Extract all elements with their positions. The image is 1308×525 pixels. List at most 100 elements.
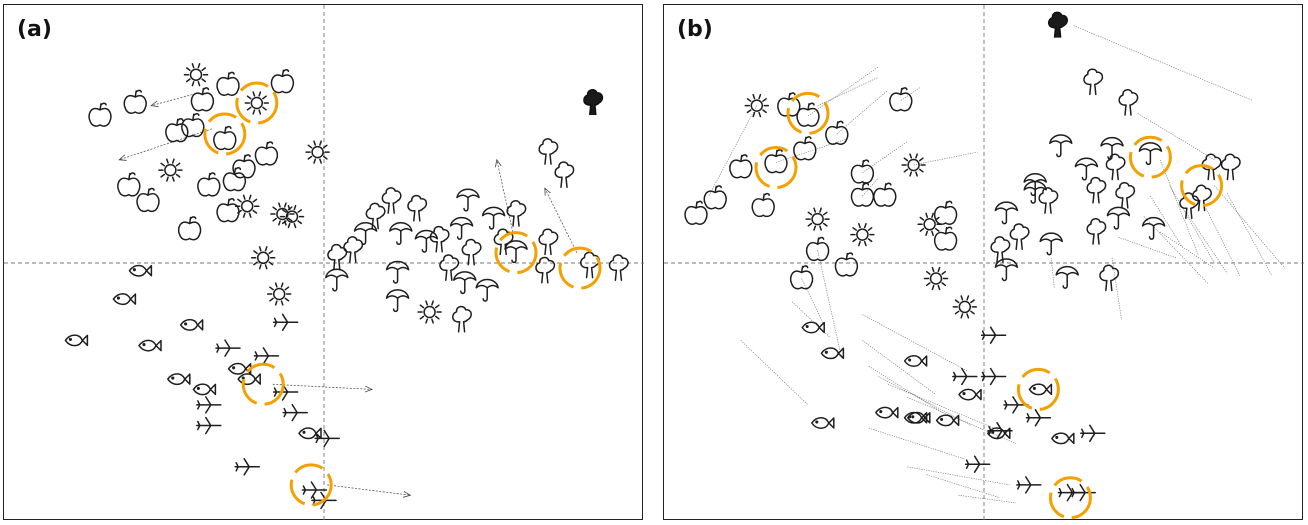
movement-arrow-a-0 <box>151 92 200 106</box>
sun-sketch-icon <box>266 282 292 306</box>
fish-sketch-icon <box>179 318 204 331</box>
fish-sketch-icon <box>167 373 191 386</box>
tree-sketch-icon <box>461 238 482 266</box>
connector-line-b-21 <box>926 474 1001 499</box>
connector-line-b-9 <box>817 250 841 351</box>
tree-sketch-icon <box>554 161 575 189</box>
sun-sketch-icon <box>279 204 305 229</box>
tree-sketch-icon <box>493 228 514 256</box>
apple-sketch-icon <box>751 192 775 218</box>
apple-sketch-icon <box>181 112 205 138</box>
tree-sketch-icon <box>1220 153 1241 181</box>
fish-sketch-icon <box>903 355 928 367</box>
tree-sketch-icon <box>327 243 348 271</box>
umbrella-sketch-icon <box>1049 134 1073 158</box>
tree-sketch-icon <box>1105 153 1126 181</box>
tree-sketch-icon <box>1086 176 1107 204</box>
tree-sketch-icon <box>506 200 527 227</box>
apple-sketch-icon <box>222 167 247 192</box>
connector-line-b-15 <box>868 365 943 413</box>
tree-sketch-icon <box>1192 184 1212 212</box>
plane-sketch-icon <box>272 313 299 332</box>
highlight-ring-a-5 <box>289 463 333 507</box>
tree-sketch-icon <box>1009 223 1030 250</box>
sun-sketch-icon <box>744 93 770 118</box>
apple-sketch-icon <box>216 71 240 96</box>
connector-line-b-3 <box>836 89 889 135</box>
fish-sketch-icon <box>907 411 931 424</box>
panel-a: (a) <box>3 4 644 521</box>
apple-sketch-icon <box>254 141 279 166</box>
plane-sketch-icon <box>215 339 241 357</box>
apple-sketch-icon <box>825 120 849 145</box>
connector-line-b-33 <box>1118 236 1177 259</box>
fish-sketch-icon <box>298 427 322 440</box>
apple-sketch-icon <box>684 200 708 225</box>
umbrella-sketch-icon <box>449 216 474 240</box>
connector-line-b-22 <box>958 494 1017 504</box>
apple-sketch-icon <box>729 154 753 179</box>
umbrella-sketch-icon <box>453 271 477 295</box>
plane-sketch-icon <box>1016 476 1042 494</box>
fish-sketch-icon <box>935 414 960 427</box>
apple-sketch-icon <box>764 149 788 174</box>
connector-line-b-30 <box>1185 211 1228 274</box>
highlight-ring-b-2 <box>1128 135 1172 179</box>
connector-line-b-5 <box>775 138 847 163</box>
fish-sketch-icon <box>1028 383 1053 396</box>
highlight-ring-b-3 <box>1180 164 1224 208</box>
tree-sketch-icon <box>1038 187 1059 214</box>
plane-sketch-icon <box>282 403 308 422</box>
umbrella-sketch-icon <box>481 206 506 230</box>
apple-sketch-icon <box>197 172 221 197</box>
umbrella-sketch-icon <box>1023 180 1047 204</box>
connector-line-b-1 <box>807 66 879 117</box>
fish-sketch-icon <box>875 406 899 419</box>
umbrella-sketch-icon <box>353 222 378 245</box>
scatter-plot-a <box>4 5 644 521</box>
fish-sketch-icon <box>237 373 261 386</box>
sun-sketch-icon <box>183 63 209 87</box>
plane-sketch-icon <box>980 326 1007 344</box>
tree-sketch-icon <box>538 228 559 256</box>
highlight-ring-b-0 <box>786 91 830 135</box>
highlight-ring-a-4 <box>558 246 602 290</box>
sun-sketch-icon <box>250 246 276 270</box>
tree-sketch-icon <box>343 236 364 263</box>
tree-sketch-icon <box>1179 192 1200 219</box>
fish-sketch-icon <box>801 321 825 334</box>
umbrella-sketch-icon <box>385 260 410 284</box>
plane-sketch-icon <box>952 367 978 386</box>
connector-line-b-17 <box>887 383 1007 434</box>
movement-arrow-a-5 <box>327 484 410 495</box>
fish-sketch-icon <box>227 362 252 375</box>
highlight-ring-a-1 <box>203 112 247 156</box>
plane-sketch-icon <box>964 455 991 473</box>
connector-line-b-20 <box>907 466 1010 486</box>
highlight-ring-b-1 <box>754 146 798 190</box>
fish-sketch-icon <box>811 417 835 429</box>
umbrella-sketch-icon <box>1074 157 1099 181</box>
apple-sketch-icon <box>805 236 830 262</box>
apple-sketch-icon <box>796 102 820 127</box>
apple-sketch-icon <box>216 198 240 223</box>
highlight-ring-b-5 <box>1048 476 1092 520</box>
apple-sketch-icon <box>793 136 817 161</box>
apple-sketch-icon <box>789 265 814 290</box>
apple-sketch-icon <box>933 200 958 225</box>
tree-sketch-icon <box>580 251 600 279</box>
sun-sketch-icon <box>417 300 442 324</box>
connector-line-b-34 <box>1150 195 1183 248</box>
apple-sketch-icon <box>117 172 141 197</box>
connector-line-b-10 <box>801 278 825 326</box>
tree-sketch-icon <box>1118 89 1139 116</box>
sun-sketch-icon <box>244 91 270 115</box>
umbrella-sketch-icon <box>1141 216 1166 240</box>
fish-sketch-icon <box>138 339 162 352</box>
connector-line-b-6 <box>862 141 908 173</box>
highlight-ring-a-2 <box>241 362 285 406</box>
sun-sketch-icon <box>850 222 875 247</box>
query-tree-sketch-icon <box>583 89 604 116</box>
apple-sketch-icon <box>177 216 202 241</box>
plane-sketch-icon <box>987 421 1013 440</box>
